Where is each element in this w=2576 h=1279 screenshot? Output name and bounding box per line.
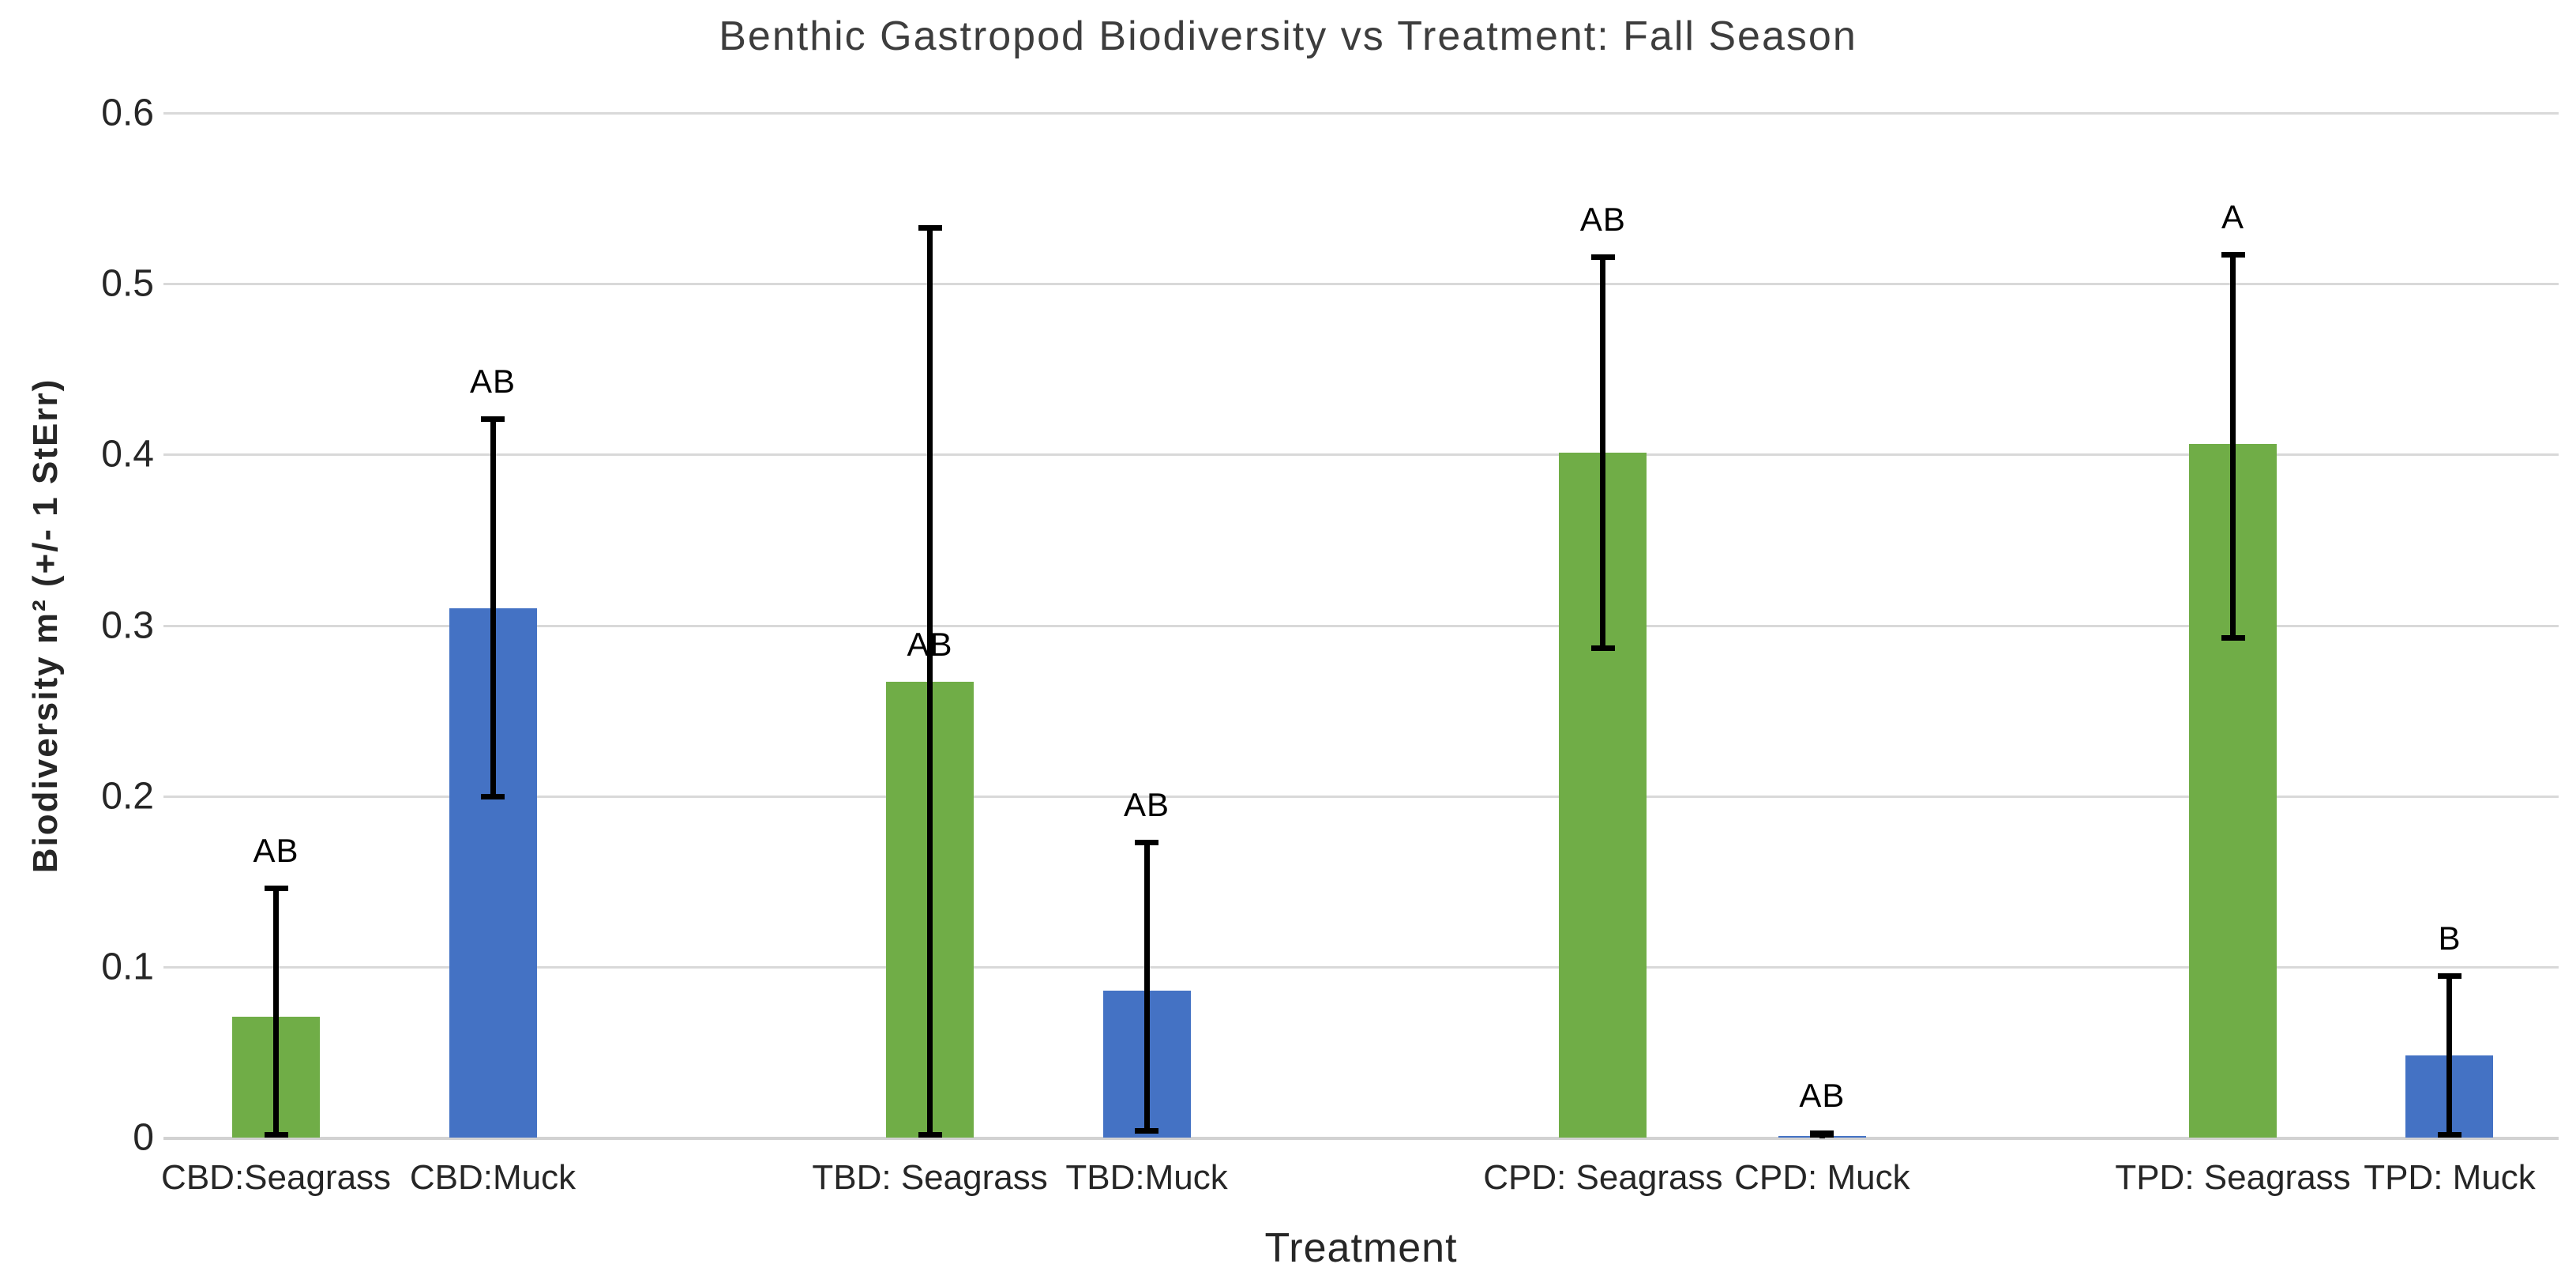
- error-cap-bottom-cpd-seagrass: [1590, 645, 1615, 651]
- gridline-0: [163, 1137, 2559, 1140]
- error-bar-tbd-seagrass: [927, 227, 933, 1134]
- x-tick-label-cbd-muck: CBD:Muck: [409, 1158, 576, 1197]
- x-tick-label-cbd-seagrass: CBD:Seagrass: [161, 1158, 392, 1197]
- y-tick-label-0.1: 0.1: [101, 946, 154, 988]
- y-tick-label-0: 0: [133, 1116, 154, 1159]
- error-bar-cbd-seagrass: [273, 888, 280, 1134]
- y-tick-label-0.3: 0.3: [101, 604, 154, 646]
- x-axis-title: Treatment: [1264, 1225, 1458, 1271]
- x-tick-label-tpd-seagrass: TPD: Seagrass: [2115, 1158, 2351, 1197]
- significance-label-cbd-muck: AB: [470, 362, 516, 400]
- gridline-0.5: [163, 283, 2559, 286]
- x-tick-label-cpd-muck: CPD: Muck: [1734, 1158, 1910, 1197]
- y-tick-label-0.4: 0.4: [101, 433, 154, 476]
- y-tick-label-0.5: 0.5: [101, 262, 154, 305]
- significance-label-tbd-seagrass: AB: [907, 625, 953, 663]
- error-bar-cbd-muck: [490, 418, 496, 796]
- x-tick-label-tpd-muck: TPD: Muck: [2364, 1158, 2536, 1197]
- error-cap-top-tpd-seagrass: [2221, 252, 2245, 258]
- error-cap-top-cpd-seagrass: [1590, 254, 1615, 260]
- significance-label-cpd-seagrass: AB: [1579, 200, 1626, 238]
- error-cap-top-tpd-muck: [2437, 972, 2461, 979]
- x-tick-label-tbd-muck: TBD:Muck: [1065, 1158, 1228, 1197]
- error-bar-cpd-seagrass: [1600, 256, 1606, 648]
- significance-label-cpd-muck: AB: [1799, 1076, 1846, 1114]
- significance-label-tbd-muck: AB: [1124, 786, 1170, 824]
- error-bar-tpd-seagrass: [2230, 254, 2236, 638]
- error-cap-top-cbd-seagrass: [264, 886, 288, 892]
- y-tick-label-0.6: 0.6: [101, 92, 154, 134]
- significance-label-cbd-seagrass: AB: [253, 832, 299, 870]
- y-axis-title: Biodiversity m² (+/- 1 StErr): [26, 378, 65, 873]
- error-cap-top-tbd-muck: [1135, 840, 1159, 846]
- significance-label-tpd-seagrass: A: [2221, 198, 2245, 236]
- y-tick-label-0.2: 0.2: [101, 775, 154, 818]
- gridline-0.1: [163, 965, 2559, 969]
- error-bar-tpd-muck: [2446, 975, 2453, 1134]
- gridline-0.6: [163, 112, 2559, 115]
- x-tick-label-cpd-seagrass: CPD: Seagrass: [1483, 1158, 1723, 1197]
- chart-title: Benthic Gastropod Biodiversity vs Treatm…: [719, 13, 1857, 59]
- error-cap-bottom-tbd-muck: [1135, 1128, 1159, 1134]
- significance-label-tpd-muck: B: [2438, 919, 2461, 957]
- error-cap-top-tbd-seagrass: [918, 224, 942, 231]
- error-cap-bottom-cbd-muck: [481, 793, 505, 799]
- gridline-0.2: [163, 795, 2559, 798]
- error-cap-bottom-cpd-muck: [1810, 1131, 1834, 1138]
- error-cap-bottom-tpd-seagrass: [2221, 634, 2245, 641]
- error-cap-bottom-cbd-seagrass: [264, 1131, 288, 1138]
- x-tick-label-tbd-seagrass: TBD: Seagrass: [812, 1158, 1048, 1197]
- error-cap-bottom-tbd-seagrass: [918, 1131, 942, 1138]
- gridline-0.4: [163, 453, 2559, 457]
- error-bar-tbd-muck: [1143, 842, 1150, 1131]
- error-cap-top-cbd-muck: [481, 416, 505, 422]
- gridline-0.3: [163, 624, 2559, 627]
- error-cap-bottom-tpd-muck: [2437, 1131, 2461, 1138]
